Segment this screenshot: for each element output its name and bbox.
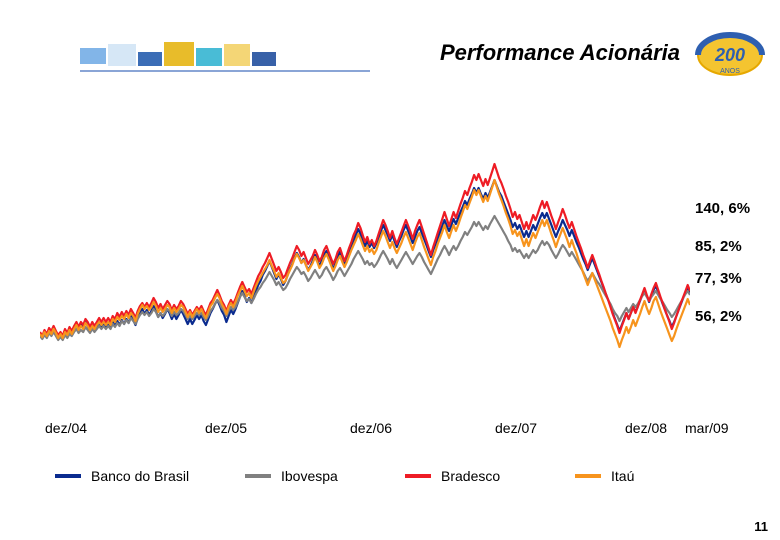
- header-decor-blocks: [80, 42, 310, 70]
- x-axis-tick: dez/08: [625, 420, 667, 436]
- series-end-label: 140, 6%: [695, 200, 750, 217]
- line-chart-svg: [40, 100, 690, 400]
- legend-item: Ibovespa: [245, 468, 338, 484]
- legend-item: Banco do Brasil: [55, 468, 189, 484]
- legend-swatch: [575, 474, 601, 478]
- svg-text:ANOS: ANOS: [720, 68, 740, 75]
- x-axis-tick: dez/06: [350, 420, 392, 436]
- header-rule: [80, 70, 370, 72]
- page-number: 11: [754, 519, 768, 534]
- x-axis-tick: dez/04: [45, 420, 87, 436]
- performance-chart: [40, 100, 690, 400]
- legend-label: Banco do Brasil: [91, 468, 189, 484]
- series-end-label: 56, 2%: [695, 308, 742, 325]
- series-end-labels: 140, 6% 85, 2% 77, 3% 56, 2%: [695, 200, 765, 340]
- x-axis-tick: dez/07: [495, 420, 537, 436]
- slide-header: Performance Acionária 200 ANOS: [0, 30, 780, 80]
- slide-title: Performance Acionária: [440, 40, 680, 66]
- logo-200-anos: 200 ANOS: [690, 25, 770, 85]
- svg-text:200: 200: [714, 45, 745, 65]
- legend-item: Itaú: [575, 468, 634, 484]
- legend-swatch: [55, 474, 81, 478]
- legend-label: Bradesco: [441, 468, 500, 484]
- legend-swatch: [405, 474, 431, 478]
- legend-label: Itaú: [611, 468, 634, 484]
- legend-label: Ibovespa: [281, 468, 338, 484]
- x-axis-tick: dez/05: [205, 420, 247, 436]
- series-line: [40, 216, 690, 340]
- x-axis-tick: mar/09: [685, 420, 729, 436]
- series-end-label: 85, 2%: [695, 238, 742, 255]
- legend-item: Bradesco: [405, 468, 500, 484]
- legend-swatch: [245, 474, 271, 478]
- series-end-label: 77, 3%: [695, 270, 742, 287]
